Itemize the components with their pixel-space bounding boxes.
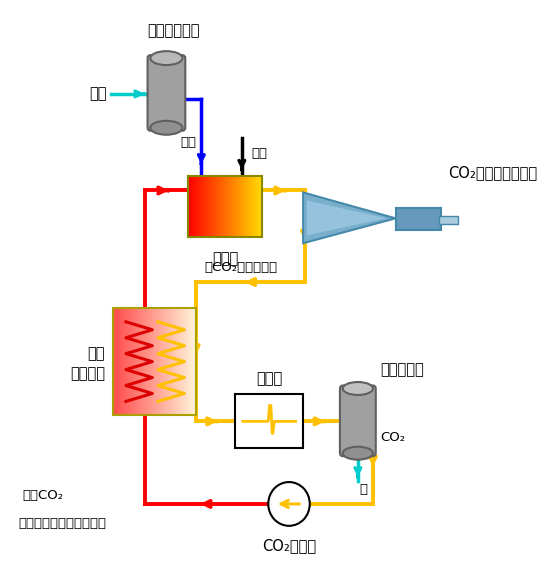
- Bar: [188, 176, 262, 237]
- Text: 水: 水: [359, 483, 368, 496]
- Ellipse shape: [150, 121, 183, 135]
- Polygon shape: [307, 200, 386, 235]
- Text: 燃焼器: 燃焼器: [212, 251, 238, 266]
- Bar: [113, 308, 195, 415]
- Text: 酸素: 酸素: [180, 136, 196, 149]
- Circle shape: [268, 482, 310, 526]
- Bar: [439, 216, 458, 224]
- Text: 冷却器: 冷却器: [256, 371, 282, 387]
- Text: CO₂ポンプ: CO₂ポンプ: [262, 538, 316, 553]
- Text: 熱交換器: 熱交換器: [70, 366, 105, 381]
- Text: 空気: 空気: [89, 86, 107, 101]
- Text: 酸素製造装置: 酸素製造装置: [148, 23, 200, 38]
- Text: 再生: 再生: [88, 346, 105, 361]
- Text: 湿分分離器: 湿分分離器: [380, 363, 424, 378]
- Text: CO₂: CO₂: [380, 431, 406, 444]
- Text: 燃料: 燃料: [251, 147, 267, 160]
- Polygon shape: [303, 192, 396, 243]
- Bar: [396, 208, 441, 231]
- Text: CO₂タービン発電機: CO₂タービン発電機: [448, 165, 538, 181]
- Text: 高圧CO₂: 高圧CO₂: [22, 489, 63, 502]
- Text: （CO₂、水蒸気）: （CO₂、水蒸気）: [204, 261, 278, 274]
- Bar: [235, 395, 303, 448]
- FancyBboxPatch shape: [147, 55, 185, 131]
- Text: （貯留、石油増進回収）: （貯留、石油増進回収）: [18, 517, 107, 530]
- Ellipse shape: [343, 382, 373, 395]
- Ellipse shape: [150, 51, 183, 65]
- Ellipse shape: [343, 447, 373, 460]
- FancyBboxPatch shape: [340, 386, 376, 456]
